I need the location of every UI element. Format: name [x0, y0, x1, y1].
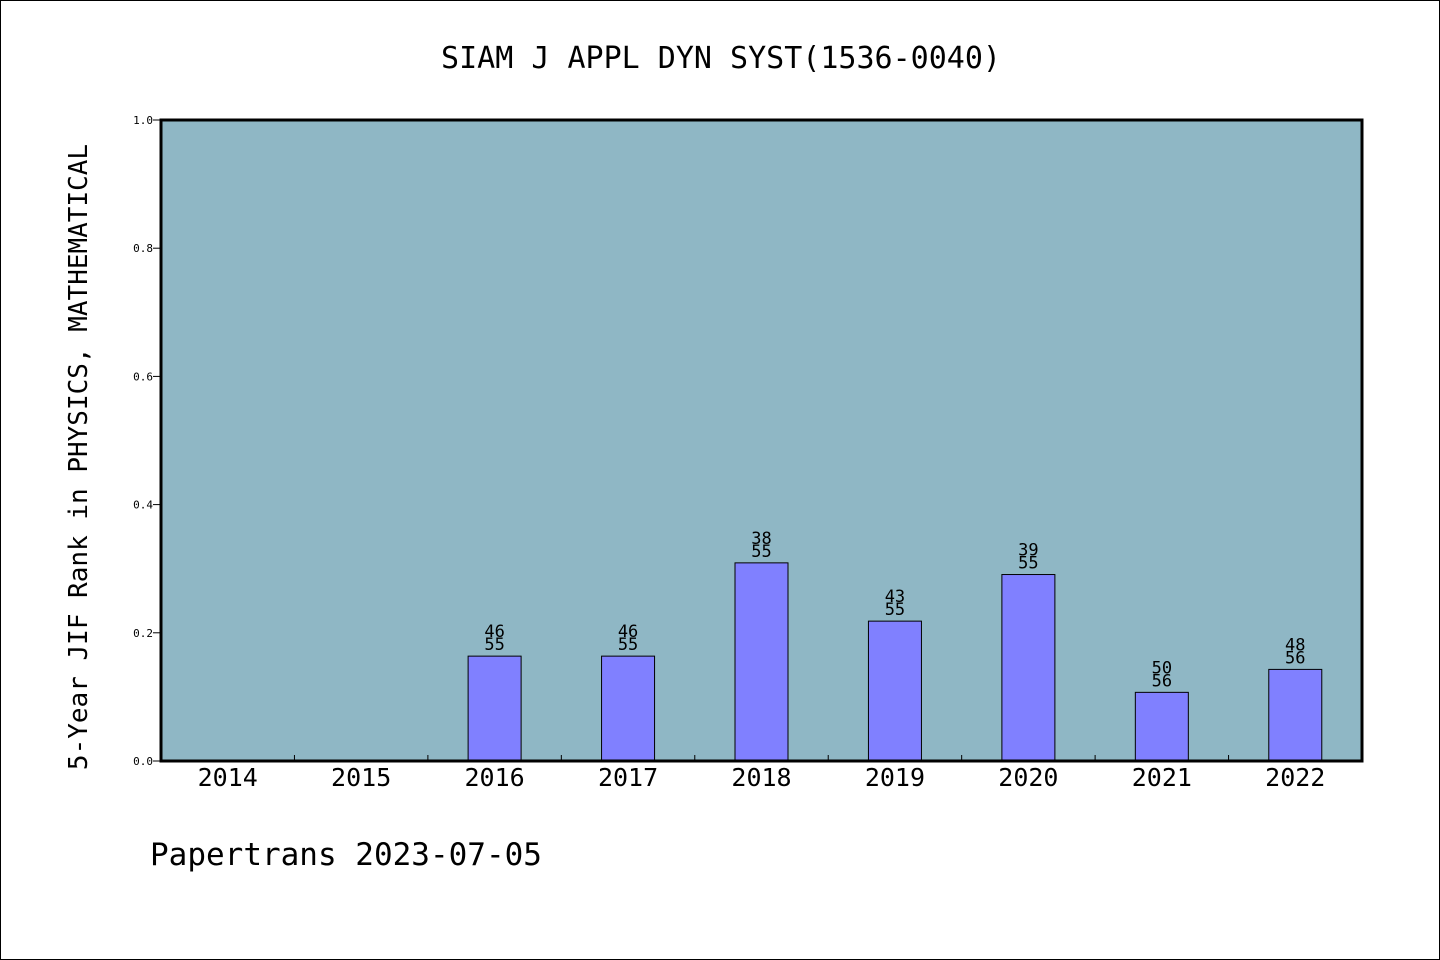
x-tick-label: 2014: [198, 763, 258, 792]
bar-label-total: 56: [1152, 671, 1172, 691]
bar-label-rank: 50: [1152, 658, 1172, 678]
bar: [1134, 691, 1189, 762]
y-tick-label: 0.0: [133, 755, 153, 768]
x-tick-label: 2015: [331, 763, 391, 792]
bar-label-total: 55: [751, 542, 771, 562]
x-tick-label: 2018: [731, 763, 791, 792]
bar-label-total: 55: [484, 635, 504, 655]
bar: [1268, 668, 1323, 762]
x-tick-label: 2019: [865, 763, 925, 792]
x-tick-label: 2021: [1132, 763, 1192, 792]
bar-label-total: 55: [618, 635, 638, 655]
bar-label-rank: 43: [885, 587, 905, 607]
y-tick-label: 1.0: [133, 114, 153, 127]
y-tick-label: 0.6: [133, 370, 153, 383]
bar-label-rank: 38: [751, 529, 771, 549]
chart-title: SIAM J APPL DYN SYST(1536-0040): [441, 41, 1001, 76]
bar: [1001, 574, 1056, 762]
y-tick-label: 0.4: [133, 499, 153, 512]
plot-border: [159, 118, 1364, 763]
bar-label-rank: 46: [618, 622, 638, 642]
x-tick-label: 2017: [598, 763, 658, 792]
bar-label-total: 55: [1018, 554, 1038, 574]
bar-label-rank: 39: [1018, 541, 1038, 561]
bar: [734, 562, 789, 762]
y-tick-label: 0.2: [133, 627, 153, 640]
x-tick-label: 2022: [1265, 763, 1325, 792]
x-tick-label: 2016: [465, 763, 525, 792]
bar-label-rank: 48: [1285, 635, 1305, 655]
axes-layer: 0.0 0.2 0.4 0.6 0.8 1.0 2014 2015 2016 2017 2018 20…: [133, 114, 1325, 792]
footer-text: Papertrans 2023-07-05: [150, 837, 542, 873]
bar-label-total: 56: [1285, 648, 1305, 668]
bar: [601, 655, 656, 762]
bar: [467, 655, 522, 762]
bar-label-total: 55: [885, 600, 905, 620]
bar-label-rank: 46: [484, 622, 504, 642]
x-tick-label: 2020: [998, 763, 1058, 792]
bar: [867, 620, 922, 762]
y-axis-label: 5-Year JIF Rank in PHYSICS, MATHEMATICAL: [64, 144, 94, 770]
y-tick-label: 0.8: [133, 242, 153, 255]
